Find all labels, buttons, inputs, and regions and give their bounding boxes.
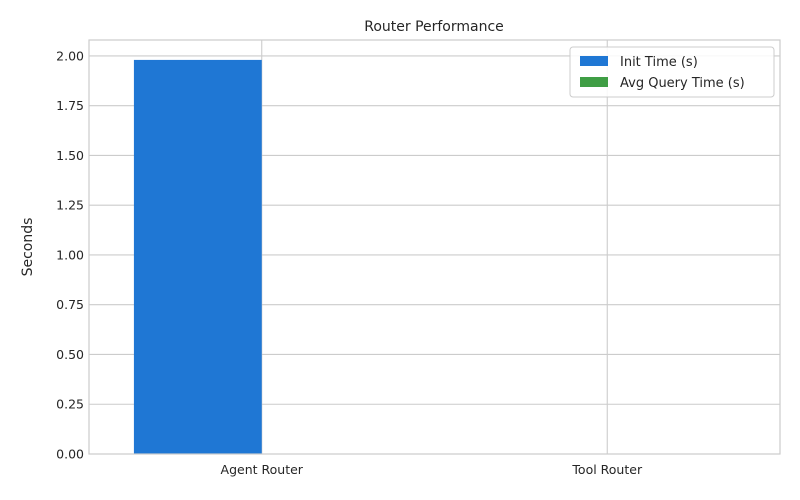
legend-swatch: [580, 56, 608, 66]
legend-box: [569, 46, 775, 98]
y-axis-label: Seconds: [20, 218, 36, 277]
plot-area: 0.00 0.25 0.50 0.75 1.00 1.25 1.50 1.75 2.00 Age…: [56, 39, 781, 477]
y-tick-label: 1.00: [56, 247, 84, 262]
y-tick-label: 1.25: [56, 198, 84, 213]
bar: [133, 59, 262, 455]
y-tick-label: 2.00: [56, 48, 84, 63]
y-tick-label: 1.50: [56, 148, 84, 163]
x-tick-label: Agent Router: [221, 462, 304, 477]
legend-swatch: [580, 77, 608, 87]
y-tick-label: 0.25: [56, 397, 84, 412]
y-tick-label: 1.75: [56, 98, 84, 113]
legend: Init Time (s) Avg Query Time (s): [569, 46, 775, 98]
plot-frame: [88, 39, 781, 455]
y-tick-labels: 0.00 0.25 0.50 0.75 1.00 1.25 1.50 1.75 2.00: [56, 48, 84, 461]
y-tick-label: 0.00: [56, 447, 84, 462]
chart-title: Router Performance: [364, 19, 504, 35]
y-tick-label: 0.50: [56, 347, 84, 362]
legend-label: Avg Query Time (s): [620, 76, 745, 91]
bars: [133, 59, 262, 455]
y-tick-label: 0.75: [56, 297, 84, 312]
legend-label: Init Time (s): [620, 55, 698, 70]
x-tick-labels: Agent Router Tool Router: [221, 462, 643, 477]
x-tick-label: Tool Router: [571, 462, 643, 477]
